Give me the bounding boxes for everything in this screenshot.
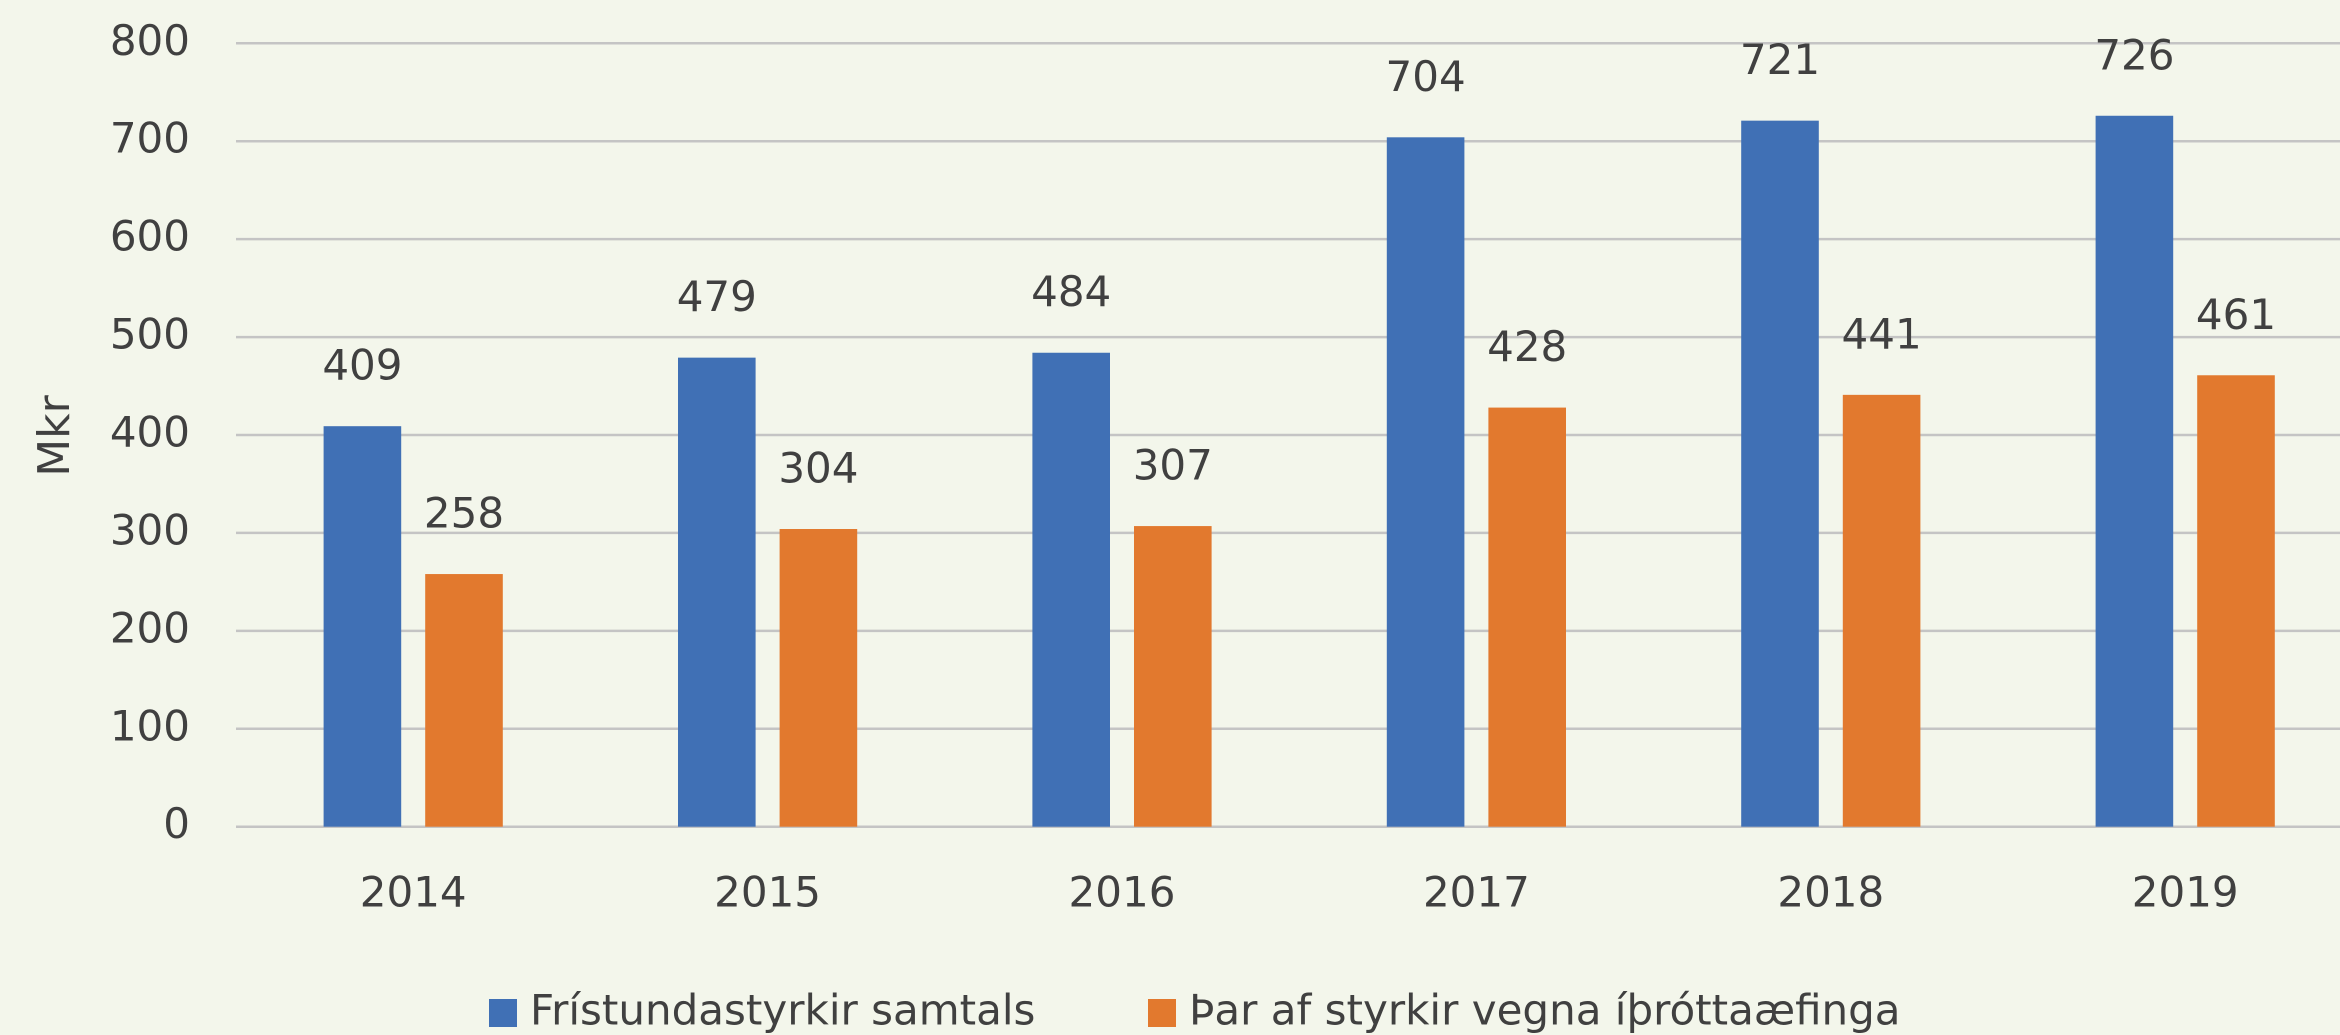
x-tick-label: 2015 (714, 868, 821, 917)
data-label: 258 (424, 489, 504, 538)
data-label: 721 (1740, 35, 1820, 84)
bar (323, 426, 402, 827)
data-label: 304 (778, 444, 858, 493)
y-tick-label: 800 (110, 16, 190, 65)
data-label: 307 (1133, 441, 1213, 490)
data-label: 726 (2094, 30, 2174, 79)
x-tick-label: 2017 (1423, 868, 1530, 917)
bar (425, 574, 503, 827)
data-label: 484 (1031, 267, 1111, 316)
data-label: 441 (1842, 309, 1922, 358)
data-label: 428 (1487, 322, 1567, 371)
legend-swatch (1148, 999, 1176, 1027)
x-tick-label: 2014 (360, 868, 467, 917)
bar (1488, 407, 1566, 827)
y-tick-label: 200 (110, 603, 190, 652)
y-tick-label: 100 (110, 701, 190, 750)
x-tick-label: 2016 (1069, 868, 1176, 917)
bar (1741, 120, 1819, 827)
legend-label: Frístundastyrkir samtals (530, 986, 1035, 1035)
bar (1386, 137, 1465, 827)
bar (1032, 352, 1110, 827)
data-label: 479 (677, 272, 757, 321)
legend-swatch (489, 999, 517, 1027)
data-label: 409 (322, 341, 402, 390)
data-label: 461 (2196, 290, 2276, 339)
bar (779, 529, 858, 827)
y-tick-label: 600 (110, 212, 190, 261)
y-tick-label: 0 (163, 799, 190, 848)
y-tick-label: 500 (110, 310, 190, 359)
bar (678, 357, 756, 827)
y-tick-label: 700 (110, 114, 190, 163)
y-tick-label: 400 (110, 408, 190, 457)
x-tick-label: 2018 (1777, 868, 1884, 917)
data-label: 704 (1386, 52, 1466, 101)
legend-label: Þar af styrkir vegna íþróttaæfinga (1189, 986, 1901, 1035)
y-axis-label: Mkr (29, 394, 80, 476)
bar (2197, 375, 2275, 827)
bar (2095, 115, 2174, 827)
y-tick-label: 300 (110, 505, 190, 554)
bar (1842, 394, 1921, 827)
bar (1134, 526, 1212, 827)
x-tick-label: 2019 (2132, 868, 2239, 917)
